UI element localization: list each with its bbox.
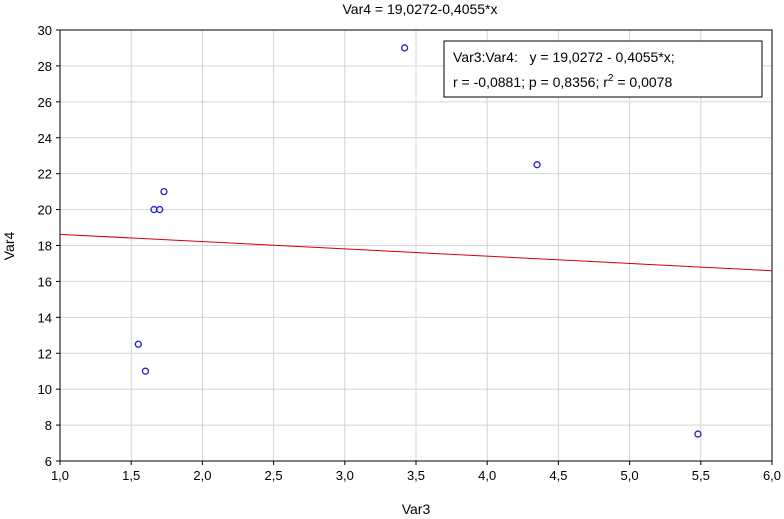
x-tick-label: 6,0 — [763, 468, 781, 483]
y-tick-label: 24 — [38, 131, 52, 146]
y-tick-label: 28 — [38, 59, 52, 74]
y-tick-label: 26 — [38, 95, 52, 110]
x-tick-label: 2,0 — [193, 468, 211, 483]
legend-line-2-prefix: r = -0,0881; p = 0,8356; r — [453, 74, 608, 90]
chart-title: Var4 = 19,0272-0,4055*x — [342, 1, 497, 17]
y-tick-label: 6 — [45, 454, 52, 469]
data-point — [160, 187, 168, 196]
legend-box: Var3:Var4: y = 19,0272 - 0,4055*x; r = -… — [443, 40, 763, 98]
grid-lines — [60, 30, 772, 461]
data-points — [134, 44, 702, 438]
y-tick-label: 22 — [38, 167, 52, 182]
y-tick-label: 8 — [45, 418, 52, 433]
y-tick-label: 18 — [38, 239, 52, 254]
y-axis-title: Var4 — [1, 232, 17, 261]
x-tick-label: 3,0 — [336, 468, 354, 483]
legend-line-2: r = -0,0881; p = 0,8356; r2 = 0,0078 — [453, 73, 672, 90]
data-point — [400, 44, 409, 52]
regression-line — [59, 233, 773, 272]
legend-line-2-suffix: = 0,0078 — [613, 74, 672, 90]
x-axis-title: Var3 — [402, 501, 431, 517]
data-point — [533, 161, 541, 169]
x-tick-label: 5,5 — [692, 468, 710, 483]
x-tick-label: 4,0 — [478, 468, 496, 483]
y-tick-label: 12 — [38, 346, 52, 361]
legend-line-1: Var3:Var4: y = 19,0272 - 0,4055*x; — [453, 49, 675, 65]
x-axis-ticks: 1,0 1,5 2,0 2,5 3,0 3,5 4,0 4,5 5,0 5,5 6,0 — [51, 461, 781, 483]
data-point — [134, 340, 142, 348]
data-point — [156, 205, 164, 214]
data-point — [694, 430, 702, 438]
x-tick-label: 1,5 — [122, 468, 140, 483]
y-tick-label: 10 — [38, 382, 52, 397]
data-point — [141, 367, 150, 375]
x-tick-label: 5,0 — [621, 468, 639, 483]
x-tick-label: 4,5 — [549, 468, 567, 483]
x-tick-label: 2,5 — [265, 468, 283, 483]
y-tick-label: 20 — [38, 203, 52, 218]
y-tick-label: 14 — [38, 310, 52, 325]
x-tick-label: 1,0 — [51, 468, 69, 483]
y-tick-label: 16 — [38, 274, 52, 289]
y-axis-ticks: 6 8 10 12 14 16 18 20 22 24 26 28 30 — [38, 23, 60, 469]
y-tick-label: 30 — [38, 23, 52, 38]
legend-r2-superscript: 2 — [608, 73, 614, 84]
x-tick-label: 3,5 — [407, 468, 425, 483]
